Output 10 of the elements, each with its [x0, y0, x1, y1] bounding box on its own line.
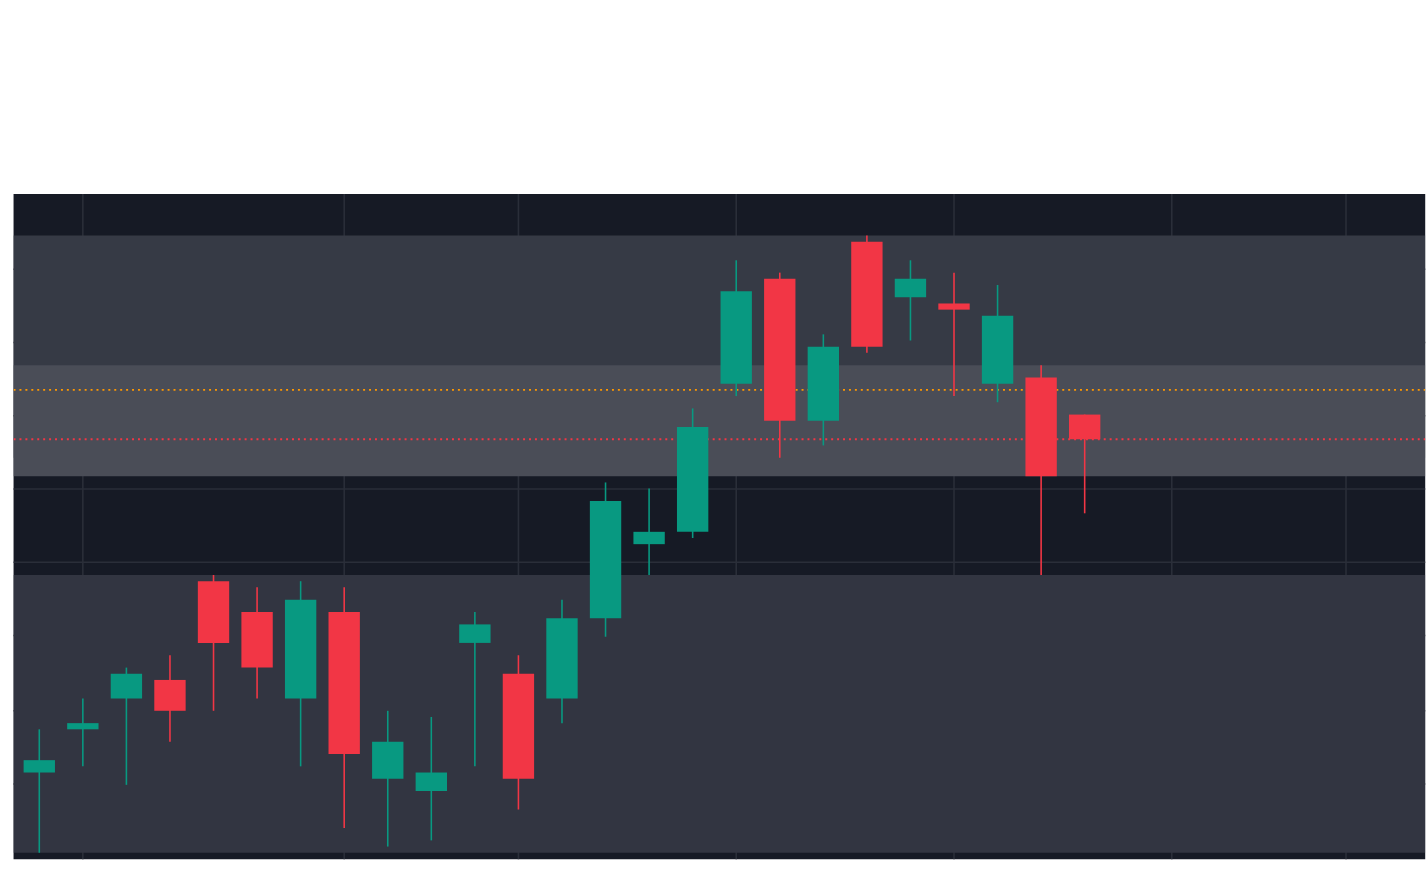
candlestick [894, 259, 927, 341]
candlestick [154, 654, 186, 743]
candlestick [938, 271, 970, 397]
candlestick [633, 487, 665, 576]
candlestick [372, 709, 404, 847]
candlestick [23, 728, 55, 854]
candlestick [67, 697, 99, 767]
candlestick [110, 666, 143, 786]
candlestick [415, 715, 447, 841]
candlestick [459, 610, 491, 767]
